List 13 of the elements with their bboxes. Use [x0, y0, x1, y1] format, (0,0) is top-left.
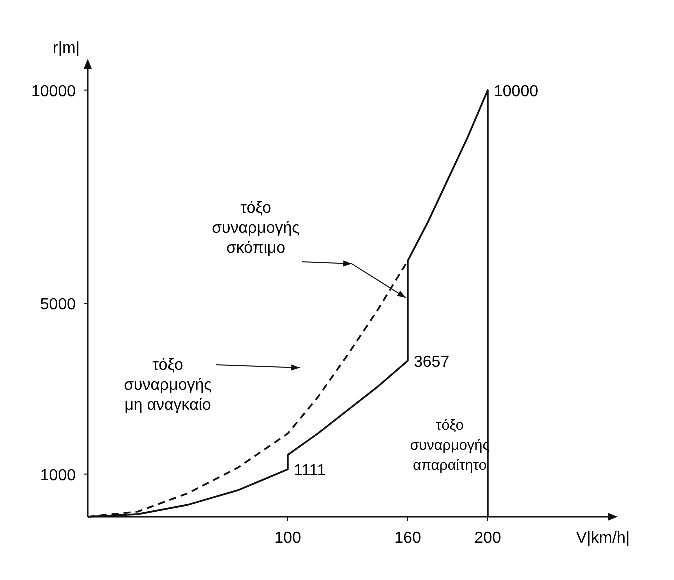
x-tick-label: 100	[274, 530, 302, 547]
x-tick-label: 200	[474, 530, 502, 547]
annotation: 1111	[294, 462, 326, 480]
y-axis-title: r|m|	[53, 40, 80, 57]
annotation: 3657	[414, 354, 450, 371]
x-axis-title: V|km/h|	[576, 530, 630, 547]
y-tick-label: 10000	[32, 83, 76, 100]
y-tick-label: 5000	[40, 296, 76, 314]
annotation: 10000	[494, 83, 539, 100]
annotation: τόξο συναρμογής μη αναγκαίο	[124, 357, 212, 414]
annotation: τόξο συναρμογής σκόπιμο	[212, 200, 300, 257]
x-tick-label: 160	[394, 530, 422, 547]
y-tick-label: 1000	[40, 467, 76, 484]
